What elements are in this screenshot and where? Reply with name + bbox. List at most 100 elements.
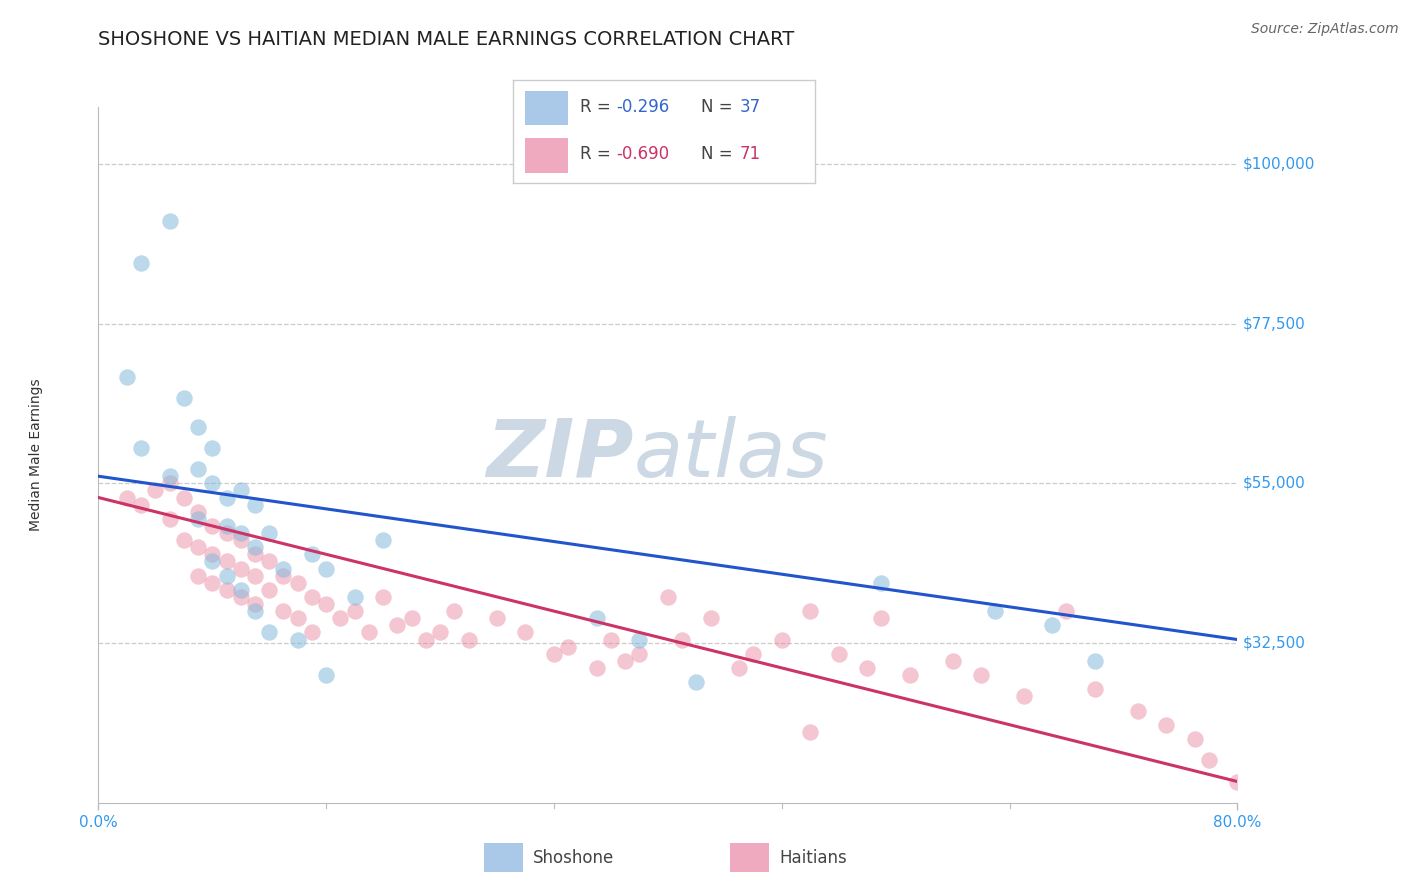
- Point: [115, 369, 138, 384]
- Point: [243, 540, 266, 554]
- Point: [301, 547, 323, 561]
- Point: [357, 625, 380, 640]
- Point: [557, 640, 579, 654]
- Point: [1040, 618, 1063, 632]
- Point: [273, 604, 295, 618]
- Point: [315, 561, 337, 575]
- Point: [1184, 731, 1206, 746]
- Point: [1198, 753, 1220, 767]
- Point: [870, 575, 893, 590]
- Point: [187, 512, 209, 526]
- Point: [329, 611, 352, 625]
- Point: [159, 469, 181, 483]
- Point: [628, 632, 651, 647]
- Point: [187, 419, 209, 434]
- Point: [415, 632, 437, 647]
- Point: [243, 604, 266, 618]
- Point: [685, 675, 707, 690]
- Point: [443, 604, 465, 618]
- Text: Haitians: Haitians: [779, 849, 846, 867]
- Point: [259, 582, 281, 597]
- Point: [243, 498, 266, 512]
- Point: [187, 462, 209, 476]
- Text: R =: R =: [579, 145, 616, 163]
- Text: Median Male Earnings: Median Male Earnings: [28, 378, 42, 532]
- Point: [243, 547, 266, 561]
- Point: [1084, 682, 1107, 697]
- Point: [215, 568, 238, 582]
- Text: N =: N =: [700, 145, 738, 163]
- Point: [1056, 604, 1078, 618]
- Point: [343, 590, 366, 604]
- Point: [742, 647, 765, 661]
- Point: [215, 526, 238, 541]
- Point: [486, 611, 509, 625]
- Point: [273, 568, 295, 582]
- Point: [215, 554, 238, 568]
- Point: [671, 632, 693, 647]
- Point: [287, 632, 309, 647]
- Text: $55,000: $55,000: [1243, 475, 1306, 491]
- Point: [201, 547, 224, 561]
- Point: [387, 618, 409, 632]
- Point: [229, 590, 252, 604]
- Point: [984, 604, 1007, 618]
- Point: [173, 491, 195, 505]
- Point: [187, 568, 209, 582]
- Point: [315, 597, 337, 611]
- Point: [215, 519, 238, 533]
- Point: [243, 597, 266, 611]
- Text: R =: R =: [579, 98, 616, 116]
- Text: Source: ZipAtlas.com: Source: ZipAtlas.com: [1251, 22, 1399, 37]
- Point: [898, 668, 921, 682]
- Point: [799, 604, 821, 618]
- Point: [401, 611, 423, 625]
- Point: [315, 668, 337, 682]
- Point: [371, 533, 394, 548]
- Point: [173, 533, 195, 548]
- Point: [201, 441, 224, 455]
- Point: [229, 561, 252, 575]
- Point: [173, 391, 195, 405]
- Point: [129, 498, 152, 512]
- Text: 37: 37: [740, 98, 761, 116]
- Point: [699, 611, 721, 625]
- Point: [657, 590, 679, 604]
- Text: SHOSHONE VS HAITIAN MEDIAN MALE EARNINGS CORRELATION CHART: SHOSHONE VS HAITIAN MEDIAN MALE EARNINGS…: [98, 30, 794, 49]
- Point: [159, 512, 181, 526]
- Point: [129, 441, 152, 455]
- Point: [856, 661, 879, 675]
- Bar: [730, 843, 769, 872]
- Point: [457, 632, 479, 647]
- Point: [187, 505, 209, 519]
- Point: [543, 647, 565, 661]
- Point: [287, 611, 309, 625]
- Text: -0.296: -0.296: [616, 98, 669, 116]
- Point: [614, 654, 637, 668]
- Point: [1126, 704, 1149, 718]
- Bar: [526, 137, 568, 173]
- Point: [301, 625, 323, 640]
- Point: [229, 483, 252, 498]
- Point: [870, 611, 893, 625]
- Point: [287, 575, 309, 590]
- Text: 71: 71: [740, 145, 761, 163]
- Point: [371, 590, 394, 604]
- Point: [187, 540, 209, 554]
- Text: atlas: atlas: [634, 416, 828, 494]
- Point: [215, 491, 238, 505]
- Point: [799, 724, 821, 739]
- Point: [1154, 717, 1177, 731]
- Point: [201, 554, 224, 568]
- Point: [1012, 690, 1035, 704]
- Point: [259, 554, 281, 568]
- Point: [970, 668, 993, 682]
- Point: [1226, 774, 1249, 789]
- Point: [259, 526, 281, 541]
- Point: [770, 632, 793, 647]
- Point: [115, 491, 138, 505]
- Point: [229, 533, 252, 548]
- Point: [301, 590, 323, 604]
- Bar: [484, 843, 523, 872]
- Text: Shoshone: Shoshone: [533, 849, 614, 867]
